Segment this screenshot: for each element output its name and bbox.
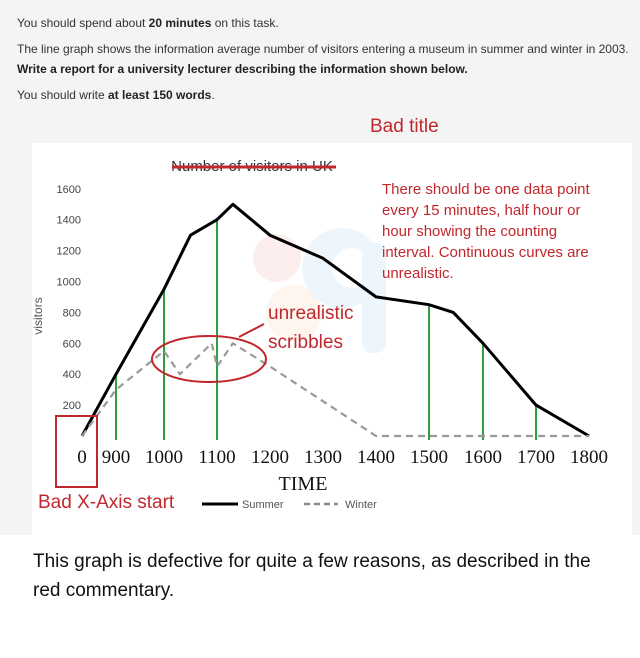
series-line-summer — [80, 202, 590, 438]
x-tick-label: 1600 — [464, 447, 502, 468]
legend-winter-label: Winter — [345, 499, 377, 511]
data-point-note-line2: every 15 minutes, half hour or — [382, 202, 580, 219]
line-chart: 200 400 600 800 1000 1200 1400 1600 0 900 1000 110… — [32, 158, 608, 511]
y-tick-label: 1600 — [57, 184, 81, 196]
task-instruction: Write a report for a university lecturer… — [17, 62, 468, 76]
series-line-winter — [81, 342, 589, 438]
x-tick-label: 0 — [77, 447, 87, 468]
x-tick-label: 900 — [102, 447, 131, 468]
x-tick-label: 1100 — [198, 447, 235, 468]
task-word-count: You should write at least 150 words. — [17, 88, 215, 102]
y-tick-label: 400 — [63, 369, 81, 381]
scribbles-note-line1: unrealistic — [268, 303, 354, 324]
x-axis-label: TIME — [279, 473, 328, 495]
bad-x-axis-note: Bad X-Axis start — [38, 492, 175, 513]
y-axis-label: visitors — [32, 297, 45, 334]
scribbles-ellipse — [151, 335, 267, 383]
caption: This graph is defective for quite a few … — [33, 551, 591, 601]
data-point-note-line1: There should be one data point — [382, 181, 590, 198]
data-point-note-line3: hour showing the counting — [382, 223, 557, 240]
chart-box: 200 400 600 800 1000 1200 1400 1600 0 900 1000 110… — [32, 116, 632, 535]
task-time-instruction: You should spend about 20 minutes on thi… — [17, 16, 279, 30]
data-point-note-line4: interval. Continuous curves are — [382, 244, 589, 261]
task-description: The line graph shows the information ave… — [17, 42, 629, 56]
bad-x-axis-start-box — [55, 415, 98, 488]
scribbles-pointer — [238, 323, 265, 338]
x-tick-label: 1200 — [251, 447, 289, 468]
y-tick-label: 1000 — [57, 277, 81, 289]
y-tick-label: 600 — [63, 338, 81, 350]
scribbles-note-line2: scribbles — [268, 332, 343, 353]
data-point-note-line5: unrealistic. — [382, 265, 454, 282]
watermark-logo — [253, 228, 386, 353]
x-tick-label: 1300 — [304, 447, 342, 468]
x-tick-label: 1400 — [357, 447, 395, 468]
x-tick-label: 1700 — [517, 447, 555, 468]
legend-summer-label: Summer — [242, 499, 284, 511]
x-tick-label: 1800 — [570, 447, 608, 468]
bad-title-note: Bad title — [370, 116, 439, 137]
y-tick-label: 200 — [63, 400, 81, 412]
chart-legend: Summer Winter — [202, 499, 377, 511]
x-tick-label: 1000 — [145, 447, 183, 468]
y-tick-label: 1400 — [57, 215, 81, 227]
y-tick-label: 1200 — [57, 246, 81, 258]
y-tick-label: 800 — [63, 307, 81, 319]
x-tick-label: 1500 — [410, 447, 448, 468]
